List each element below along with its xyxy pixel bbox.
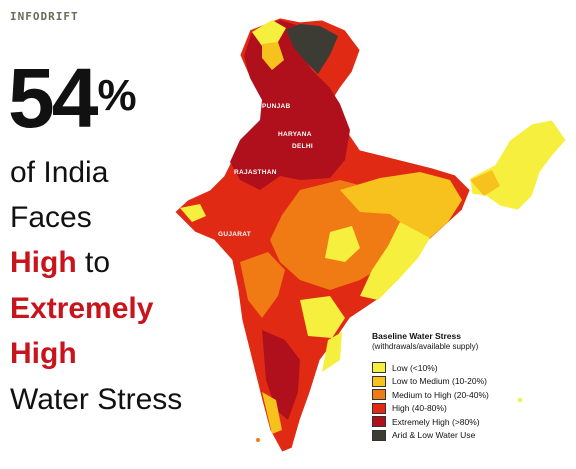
north-low-region [252,20,286,46]
east-coast-low-region [322,332,342,372]
legend-items: Low (<10%) Low to Medium (10-20%) Medium t… [372,361,572,442]
south-low-medium-region [262,392,282,434]
headline-to: to [76,246,111,279]
map-label-haryana: HARYANA [278,131,312,138]
map-label-punjab: PUNJAB [262,103,291,110]
legend-swatch [372,389,386,401]
legend-swatch [372,429,386,441]
legend-item: High (40-80%) [372,401,572,415]
map-legend: Baseline Water Stress (withdrawals/avail… [372,331,572,442]
island-dot [518,398,522,402]
legend-swatch [372,375,386,387]
legend-item: Low to Medium (10-20%) [372,374,572,388]
legend-swatch [372,416,386,428]
legend-label: Low (<10%) [392,362,438,373]
headline-line-5: High [10,337,77,371]
west-medium-high-region [240,252,285,318]
arid-region [286,24,338,74]
legend-swatch [372,362,386,374]
headline-high-1: High [10,246,77,279]
island-dot [256,438,260,442]
headline-stat: 54% [8,56,137,140]
headline-number: 54 [8,51,98,145]
northeast-region [469,119,567,211]
central-low-region [325,226,360,262]
south-extreme-region [262,330,300,420]
east-low-region [360,222,430,300]
kutch-low-region [180,204,206,222]
legend-subtitle: (withdrawals/available supply) [372,341,479,351]
east-low-medium-region [340,172,462,238]
legend-label: Extremely High (>80%) [392,416,480,427]
legend-item: Extremely High (>80%) [372,415,572,429]
legend-title: Baseline Water Stress [372,331,461,341]
headline-high-2: High [10,337,77,370]
map-label-delhi: DELHI [292,143,313,150]
legend-label: Medium to High (20-40%) [392,389,489,400]
legend-label: High (40-80%) [392,403,447,414]
legend-swatch [372,402,386,414]
map-label-gujarat: GUJARAT [218,231,251,238]
legend-label: Arid & Low Water Use [392,430,476,441]
north-extreme-region [230,20,350,190]
legend-item: Arid & Low Water Use [372,428,572,442]
northeast-medium-region [470,170,500,196]
legend-item: Low (<10%) [372,361,572,375]
headline-line-2: Faces [10,201,92,234]
headline-extremely: Extremely [10,292,154,325]
legend-label: Low to Medium (10-20%) [392,376,487,387]
north-low-region-2 [262,42,284,70]
headline-line-1: of India [10,156,109,189]
legend-item: Medium to High (20-40%) [372,388,572,402]
headline-line-4: Extremely [10,292,153,326]
headline-line-6: Water Stress [10,383,183,416]
headline-percent: % [97,71,137,120]
map-label-rajasthan: RAJASTHAN [234,169,277,176]
brand-logo: INFODRIFT [10,10,79,23]
south-central-low-region [300,296,345,338]
headline-line-3: High to [10,246,110,280]
